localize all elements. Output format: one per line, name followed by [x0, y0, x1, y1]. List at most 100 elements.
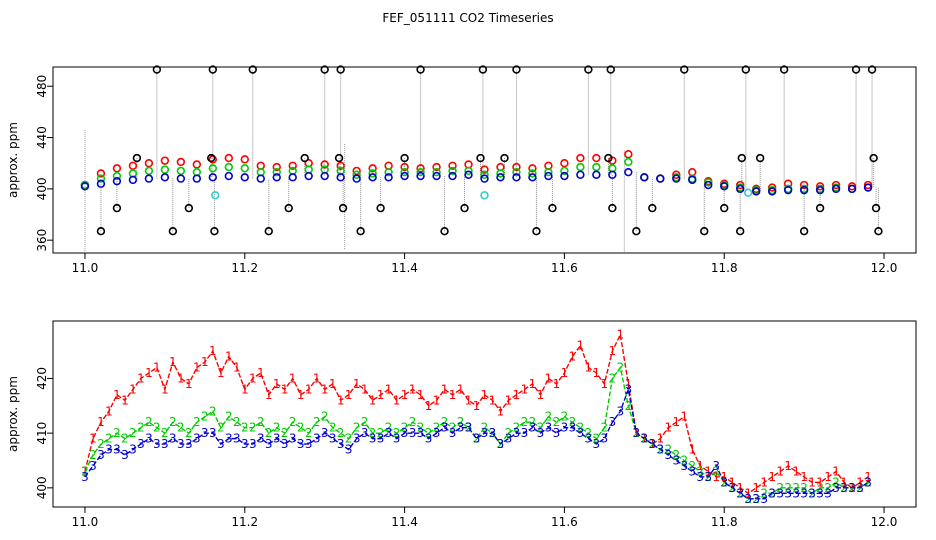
series-3-point	[336, 173, 345, 182]
series-2-point-label: 2	[177, 421, 185, 435]
series-1-point-label: 1	[401, 388, 409, 402]
series-2-point-label: 2	[656, 443, 664, 457]
series-3-point	[592, 170, 601, 179]
series-2-point-label: 2	[816, 481, 824, 495]
series-3-point	[688, 175, 697, 185]
series-1-point-label: 1	[121, 393, 129, 407]
series-3-line	[84, 386, 869, 500]
series-4-point	[548, 203, 557, 213]
series-1-point-label: 1	[289, 371, 297, 385]
top-x-tick-label: 11.2	[231, 261, 258, 275]
bottom-x-tick-label: 11.0	[72, 515, 99, 529]
series-2-point-label: 2	[281, 426, 289, 440]
series-1-point-label: 1	[81, 464, 89, 478]
series-2-point-label: 2	[193, 415, 201, 429]
series-4-point	[584, 65, 593, 74]
series-2-point-label: 2	[800, 481, 808, 495]
series-2-point-label: 2	[473, 432, 481, 446]
series-2-point-label: 2	[609, 371, 617, 385]
series-1-point-label: 1	[640, 432, 648, 446]
chart-title: FEF_051111 CO2 Timeseries	[382, 11, 553, 25]
series-1-point-label: 1	[744, 486, 752, 500]
series-2-point	[368, 169, 377, 178]
series-2-point-label: 2	[832, 475, 840, 489]
series-2-point	[224, 162, 233, 172]
series-3-point-label: 3	[617, 404, 625, 418]
series-2-point-label: 2	[89, 448, 97, 462]
series-1-point-label: 1	[680, 410, 688, 424]
series-4-point	[532, 226, 541, 236]
series-1-point	[432, 162, 441, 172]
series-2-point-label: 2	[161, 426, 169, 440]
series-2-point-label: 2	[433, 421, 441, 435]
top-x-tick-label: 11.0	[72, 261, 99, 275]
series-1-point-label: 1	[609, 344, 617, 358]
series-4-point	[700, 226, 709, 236]
series-2-point-label: 2	[505, 426, 513, 440]
series-2-point-label: 2	[457, 415, 465, 429]
series-1-point-label: 1	[409, 382, 417, 396]
series-3-point-label: 3	[816, 486, 824, 500]
series-3-point	[767, 187, 777, 196]
series-3-point	[751, 187, 761, 196]
series-3-point-label: 3	[577, 426, 585, 440]
series-4-point	[112, 203, 122, 213]
series-3-point-label: 3	[744, 492, 752, 506]
series-3-point-label: 3	[656, 443, 664, 457]
top-y-tick-label: 400	[35, 177, 49, 200]
series-1-point-label: 1	[241, 382, 249, 396]
series-1-point-label: 1	[840, 475, 848, 489]
series-3-point-label: 3	[353, 432, 361, 446]
series-4-point	[320, 65, 329, 74]
series-3-point-label: 3	[712, 459, 720, 473]
series-3-point-label: 3	[425, 432, 433, 446]
series-1-point-label: 1	[712, 470, 720, 484]
series-3-point	[112, 176, 122, 186]
series-3-point-label: 3	[345, 443, 353, 457]
bottom-axes: 11.0 11.2 11.4 11.6 11.8 12.0 400 410 420	[35, 367, 897, 529]
series-4-point	[208, 65, 218, 74]
series-2-point-label: 2	[249, 421, 257, 435]
series-3-point-label: 3	[529, 421, 537, 435]
series-2-point-label: 2	[617, 361, 625, 375]
series-1-point-label: 1	[545, 371, 553, 385]
series-1-point	[160, 156, 170, 165]
series-2-point-label: 2	[545, 410, 553, 424]
series-1-point-label: 1	[345, 388, 353, 402]
series-1-point-label: 1	[257, 366, 265, 380]
series-2-point-label: 2	[728, 481, 736, 495]
bottom-y-tick-label: 410	[35, 422, 49, 445]
series-3-point-label: 3	[129, 443, 137, 457]
series-1-point-label: 1	[593, 366, 601, 380]
series-2-point-label: 2	[121, 432, 129, 446]
series-1-point-label: 1	[433, 393, 441, 407]
series-2-point	[208, 164, 218, 173]
series-1-point-label: 1	[137, 371, 145, 385]
series-2-point-label: 2	[361, 415, 369, 429]
series-2-point-label: 2	[489, 426, 497, 440]
series-1-point-label: 1	[832, 464, 840, 478]
series-1-point-label: 1	[161, 382, 169, 396]
bottom-x-tick-label: 12.0	[871, 515, 898, 529]
series-3-point	[672, 174, 681, 183]
series-3-point-label: 3	[457, 421, 465, 435]
series-2-point	[96, 174, 106, 183]
series-3-point	[160, 173, 170, 182]
series-5-point	[743, 188, 753, 197]
series-2-point-label: 2	[513, 421, 521, 435]
series-1-point-label: 1	[561, 366, 569, 380]
series-2-point-label: 2	[169, 415, 177, 429]
series-3-point-label: 3	[784, 486, 792, 500]
series-4-point	[460, 203, 469, 213]
series-1-point	[592, 153, 601, 163]
series-1-point	[224, 153, 233, 163]
series-3-point-label: 3	[537, 426, 545, 440]
series-3-point-label: 3	[377, 432, 385, 446]
series-1-point-label: 1	[249, 371, 257, 385]
series-3-point	[432, 171, 441, 181]
series-2-point-label: 2	[137, 421, 145, 435]
series-2-point-label: 2	[329, 421, 337, 435]
series-1-point-label: 1	[728, 475, 736, 489]
series-1-point-label: 1	[752, 481, 760, 495]
